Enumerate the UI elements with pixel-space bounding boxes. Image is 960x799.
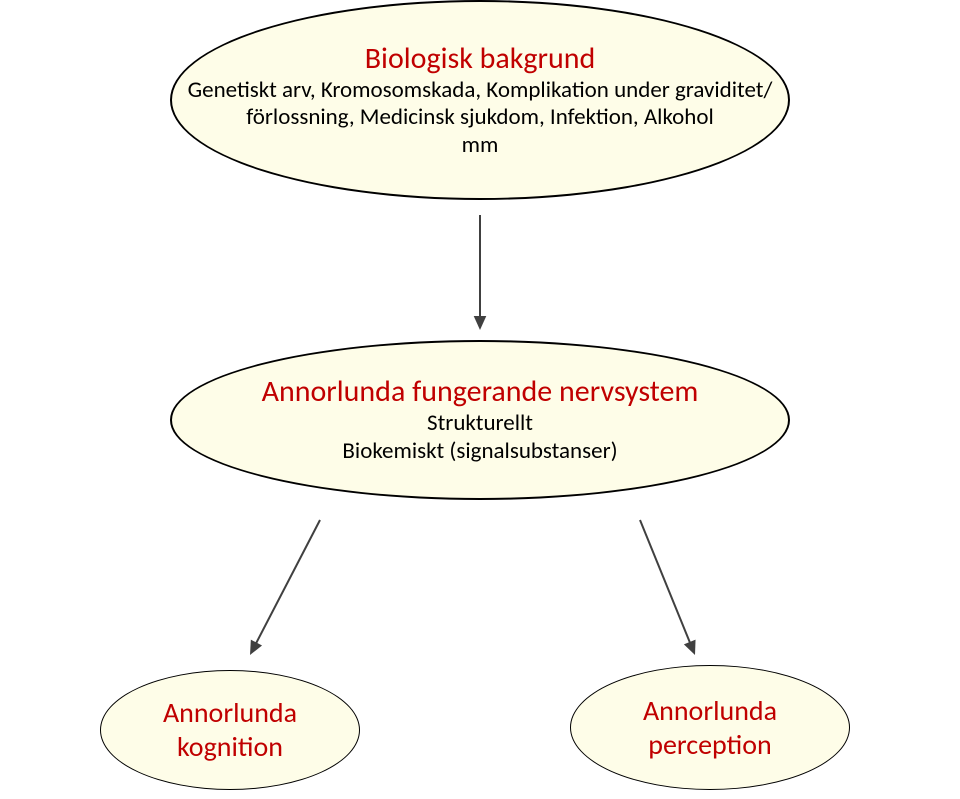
node-nervsystem: Annorlunda fungerande nervsystem Struktu… (170, 340, 790, 500)
node-body-line: mm (462, 132, 499, 160)
node-body-line: Strukturellt (427, 410, 533, 438)
node-body-line: Genetiskt arv, Kromosomskada, Komplikati… (188, 77, 773, 105)
arrow-top-to-middle (462, 197, 498, 348)
node-body-line: Biokemiskt (signalsubstanser) (342, 438, 617, 466)
node-title-line: Annorlunda (643, 694, 777, 728)
node-annorlunda-perception: Annorlunda perception (570, 665, 850, 790)
node-title-line: Annorlunda (163, 696, 297, 730)
node-title: Biologisk bakgrund (365, 41, 596, 77)
node-body-line: förlossning, Medicinsk sjukdom, Infektio… (246, 104, 714, 132)
node-title-line: kognition (177, 730, 283, 764)
node-annorlunda-kognition: Annorlunda kognition (100, 670, 360, 790)
arrow-middle-to-right (622, 502, 713, 673)
arrow-middle-to-left (232, 502, 338, 673)
node-title-line: perception (648, 728, 771, 762)
node-biologisk-bakgrund: Biologisk bakgrund Genetiskt arv, Kromos… (170, 0, 790, 200)
node-title: Annorlunda fungerande nervsystem (262, 374, 699, 410)
